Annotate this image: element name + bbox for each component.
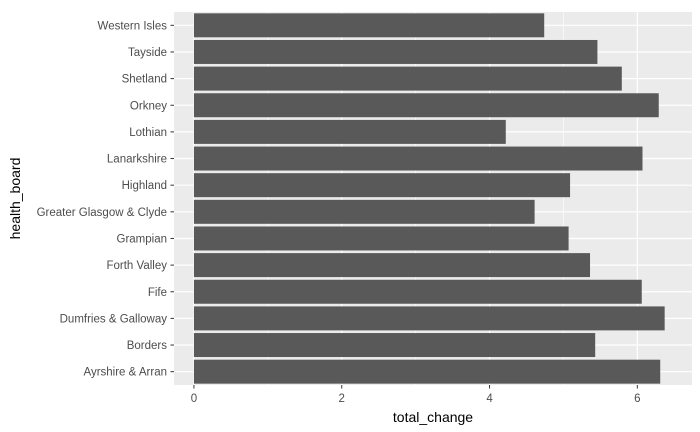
bar <box>193 253 591 278</box>
y-tick-label: Tayside <box>128 47 167 59</box>
bar <box>193 93 659 118</box>
y-tick-label: Grampian <box>117 233 168 245</box>
x-tick-label: 2 <box>339 393 345 405</box>
bar <box>193 306 665 331</box>
y-tick-label: Fife <box>148 287 167 299</box>
bar <box>193 359 661 384</box>
y-tick-label: Lothian <box>129 127 167 139</box>
bar <box>193 199 535 224</box>
bar <box>193 146 643 171</box>
y-tick-label: Highland <box>122 180 167 192</box>
x-tick-label: 0 <box>191 393 197 405</box>
y-tick-label: Forth Valley <box>106 260 167 272</box>
y-tick-label: Dumfries & Galloway <box>60 313 168 325</box>
y-tick-label: Borders <box>127 340 168 352</box>
bar <box>193 226 569 251</box>
y-tick-label: Greater Glasgow & Clyde <box>37 207 167 219</box>
bar <box>193 333 596 358</box>
x-tick-label: 6 <box>634 393 640 405</box>
y-axis: Western Isles Tayside Shetland Orkney Lothia… <box>37 20 174 379</box>
y-tick-label: Ayrshire & Arran <box>83 367 167 379</box>
x-tick-label: 4 <box>486 393 493 405</box>
bar <box>193 279 642 304</box>
x-axis-title: total_change <box>393 409 473 425</box>
y-tick-label: Orkney <box>130 100 167 112</box>
bar <box>193 173 571 198</box>
bar <box>193 66 622 91</box>
y-tick-label: Western Isles <box>98 20 168 32</box>
bars <box>193 13 665 384</box>
y-tick-label: Lanarkshire <box>107 154 167 166</box>
bar <box>193 119 506 144</box>
x-axis: 0 2 4 6 <box>191 385 641 405</box>
bar <box>193 39 598 64</box>
y-tick-label: Shetland <box>122 74 167 86</box>
bar <box>193 13 545 38</box>
y-axis-title: health_board <box>7 158 23 240</box>
